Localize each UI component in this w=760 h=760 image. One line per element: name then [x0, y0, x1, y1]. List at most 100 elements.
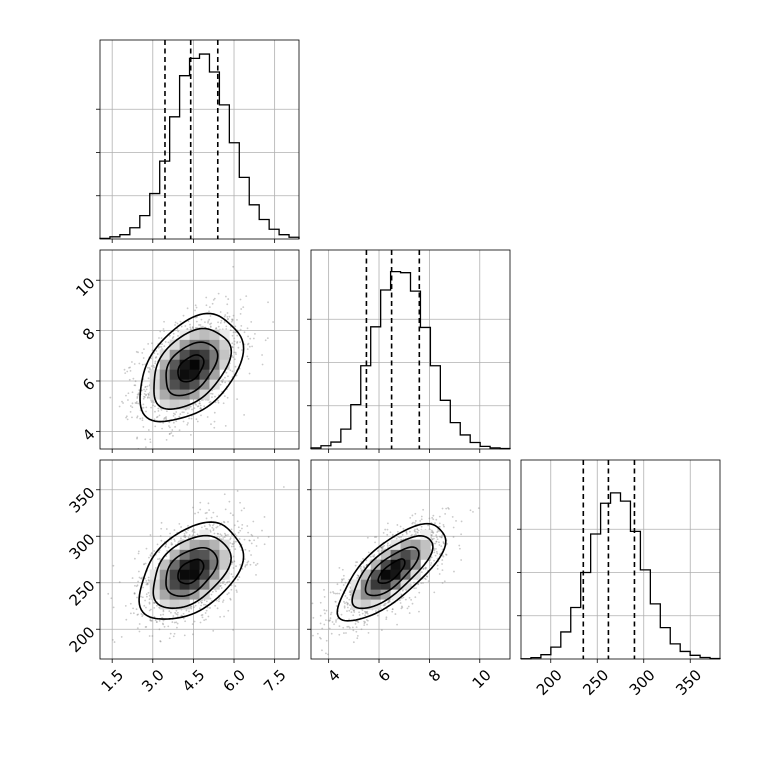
- scatter-point: [145, 410, 147, 413]
- scatter-point: [149, 554, 152, 557]
- scatter-point: [141, 417, 144, 419]
- scatter-point: [346, 625, 349, 628]
- scatter-point: [144, 396, 146, 398]
- scatter-point: [175, 411, 178, 413]
- scatter-point: [254, 332, 256, 335]
- density-cell: [159, 369, 170, 380]
- scatter-point: [400, 535, 403, 538]
- scatter-point: [151, 342, 153, 345]
- scatter-point: [199, 501, 202, 504]
- scatter-point: [171, 621, 174, 623]
- density-cell: [189, 559, 200, 570]
- scatter-point: [234, 331, 237, 334]
- scatter-point: [411, 522, 414, 525]
- scatter-point: [165, 416, 167, 418]
- scatter-point: [246, 327, 249, 330]
- scatter-point: [359, 567, 362, 570]
- density-cell: [370, 559, 381, 570]
- scatter-point: [129, 366, 131, 369]
- scatter-point: [172, 336, 175, 338]
- scatter-point: [176, 327, 179, 330]
- y-tick-label-p2-2: 8: [79, 324, 98, 343]
- scatter-point: [422, 508, 425, 511]
- scatter-point: [333, 592, 335, 595]
- scatter-point: [387, 542, 389, 545]
- scatter-point: [261, 354, 263, 356]
- scatter-point: [354, 564, 357, 567]
- scatter-point: [426, 575, 429, 578]
- scatter-point: [145, 388, 148, 391]
- scatter-point: [233, 337, 236, 340]
- scatter-point: [342, 626, 345, 629]
- scatter-point: [154, 405, 156, 408]
- scatter-point: [147, 591, 150, 594]
- scatter-point: [430, 556, 433, 559]
- contour-p1-p3-0: [177, 558, 205, 585]
- scatter-point: [348, 591, 351, 594]
- scatter-point: [441, 559, 444, 561]
- scatter-point: [383, 604, 386, 607]
- scatter-point: [232, 346, 234, 349]
- density-cell: [360, 599, 371, 610]
- scatter-point: [141, 419, 144, 422]
- scatter-point: [213, 411, 216, 414]
- scatter-point: [217, 399, 220, 402]
- density-cell: [189, 579, 200, 590]
- scatter-point: [416, 531, 419, 534]
- scatter-point: [158, 628, 161, 631]
- scatter-point: [477, 507, 480, 510]
- scatter-point: [238, 576, 241, 578]
- scatter-point: [363, 620, 365, 623]
- scatter-point: [161, 343, 164, 346]
- contour-p1-p3-1: [165, 546, 219, 597]
- scatter-point: [327, 653, 329, 656]
- scatter-point: [189, 606, 192, 609]
- histogram-panel-p1: [96, 39, 300, 240]
- scatter-point: [192, 404, 195, 406]
- scatter-point: [210, 423, 212, 426]
- scatter-point: [349, 593, 352, 596]
- scatter-point: [174, 321, 177, 324]
- scatter-point: [160, 521, 163, 524]
- scatter-point: [410, 598, 413, 601]
- scatter-point: [346, 606, 349, 609]
- scatter-point: [193, 620, 196, 623]
- scatter-point: [226, 593, 229, 596]
- scatter-point: [148, 393, 150, 396]
- scatter-point: [440, 536, 443, 539]
- scatter-point: [165, 418, 168, 421]
- scatter-point: [434, 522, 436, 525]
- scatter-point: [217, 598, 220, 601]
- histogram-p2-frame: [310, 249, 511, 450]
- scatter-point: [253, 539, 256, 542]
- scatter-point: [154, 567, 157, 569]
- scatter-point: [168, 433, 171, 435]
- scatter-point: [323, 595, 326, 598]
- scatter-point: [211, 396, 213, 399]
- scatter-point: [380, 546, 383, 549]
- scatter-point: [348, 598, 351, 601]
- scatter-point: [433, 559, 435, 562]
- scatter-point: [200, 326, 203, 328]
- scatter-point: [150, 608, 152, 611]
- scatter-point: [231, 370, 234, 373]
- scatter-point: [223, 315, 226, 318]
- scatter-point: [216, 525, 219, 528]
- scatter-point: [159, 535, 162, 537]
- scatter-point: [282, 486, 285, 488]
- density-cell: [209, 569, 220, 580]
- scatter-point: [414, 522, 416, 524]
- scatter-point: [394, 613, 397, 615]
- scatter-point: [223, 615, 225, 618]
- scatter-point: [239, 298, 242, 301]
- scatter-point: [349, 590, 351, 592]
- scatter-point: [367, 631, 370, 634]
- scatter-point: [134, 557, 136, 560]
- scatter-point: [230, 545, 233, 548]
- scatter-point: [144, 390, 147, 393]
- scatter-point: [256, 536, 259, 539]
- scatter-point: [220, 319, 223, 322]
- scatter-point: [223, 580, 225, 583]
- scatter-point: [162, 422, 165, 424]
- scatter-point: [338, 633, 341, 636]
